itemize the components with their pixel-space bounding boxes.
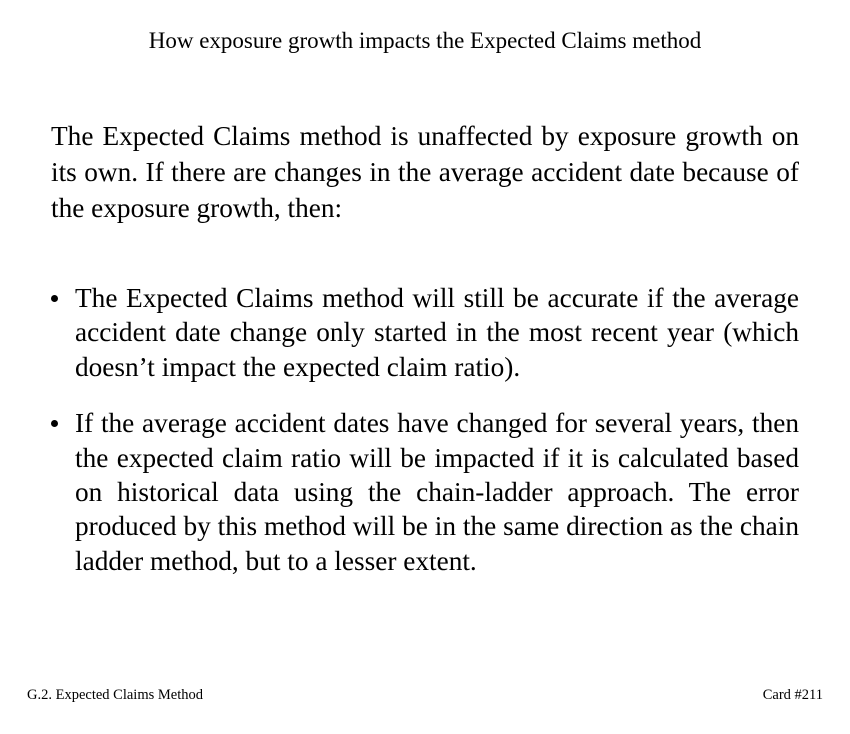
bullet-dot-icon (51, 420, 58, 428)
footer-section-label: G.2. Expected Claims Method (27, 687, 203, 703)
bullet-text: If the average accident dates have chang… (75, 408, 799, 576)
bullet-item: The Expected Claims method will still be… (51, 281, 799, 384)
card-title: How exposure growth impacts the Expected… (148, 28, 702, 53)
bullet-item: If the average accident dates have chang… (51, 406, 799, 578)
bullet-dot-icon (51, 295, 58, 302)
intro-paragraph: The Expected Claims method is unaffected… (51, 121, 799, 223)
bullet-list: The Expected Claims method will still be… (51, 281, 799, 600)
bullet-text: The Expected Claims method will still be… (75, 283, 799, 382)
footer-card-number: Card #211 (762, 687, 823, 703)
